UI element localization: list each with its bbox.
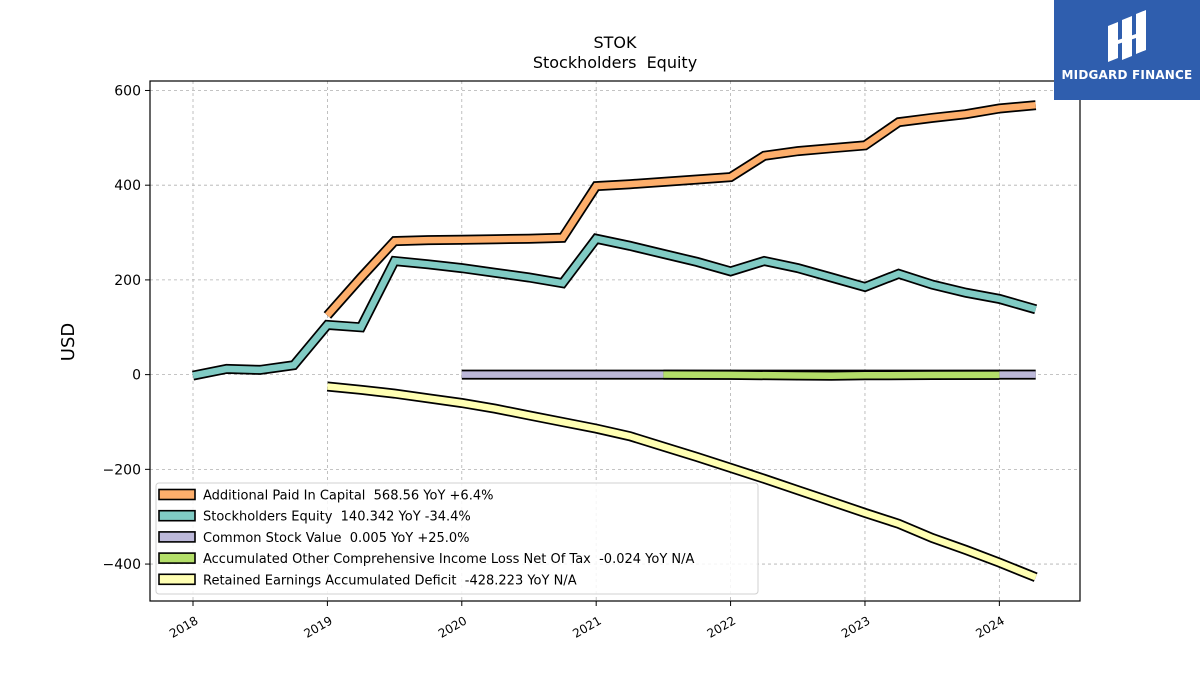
legend-label: Stockholders Equity 140.342 YoY -34.4% (203, 510, 471, 525)
legend-label: Additional Paid In Capital 568.56 YoY +6… (203, 489, 493, 504)
series-line-4 (663, 369, 1000, 381)
x-tick-label: 2020 (436, 613, 469, 640)
brand-logo: MIDGARD FINANCE (1054, 0, 1200, 100)
y-tick-label: 400 (114, 178, 141, 194)
legend-label: Retained Earnings Accumulated Deficit -4… (203, 573, 577, 588)
chart-title: STOK (593, 33, 637, 52)
legend-swatch (158, 531, 196, 543)
legend-swatch (158, 573, 196, 586)
brand-mark-icon (1108, 10, 1146, 62)
x-tick-label: 2022 (705, 613, 738, 640)
y-axis-label: USD (58, 323, 79, 361)
series-line-5 (326, 381, 1038, 582)
y-tick-label: 200 (114, 273, 141, 289)
legend-box (155, 482, 759, 595)
legend-label: Common Stock Value 0.005 YoY +25.0% (203, 531, 470, 546)
x-tick-label: 2018 (167, 613, 200, 640)
x-tick-label: 2021 (570, 613, 603, 640)
x-tick-label: 2024 (973, 613, 1006, 640)
chart-subtitle: Stockholders Equity (533, 53, 697, 72)
plot-frame (149, 80, 1081, 602)
y-tick-label: −400 (103, 557, 141, 573)
series-line-2 (192, 233, 1038, 381)
series-group (192, 100, 1038, 582)
x-tick-label: 2023 (839, 613, 872, 640)
series-line-1 (323, 100, 1037, 319)
legend-swatch (158, 488, 196, 501)
legend-swatch (158, 552, 196, 564)
legend-label: Accumulated Other Comprehensive Income L… (203, 552, 694, 567)
brand-name: MIDGARD FINANCE (1061, 68, 1193, 82)
x-tick-label: 2019 (301, 613, 334, 640)
y-tick-label: 600 (114, 83, 141, 99)
y-tick-label: −200 (103, 462, 141, 478)
legend: Additional Paid In Capital 568.56 YoY +6… (155, 482, 759, 595)
y-tick-label: 0 (132, 368, 141, 384)
legend-swatch (158, 509, 196, 522)
